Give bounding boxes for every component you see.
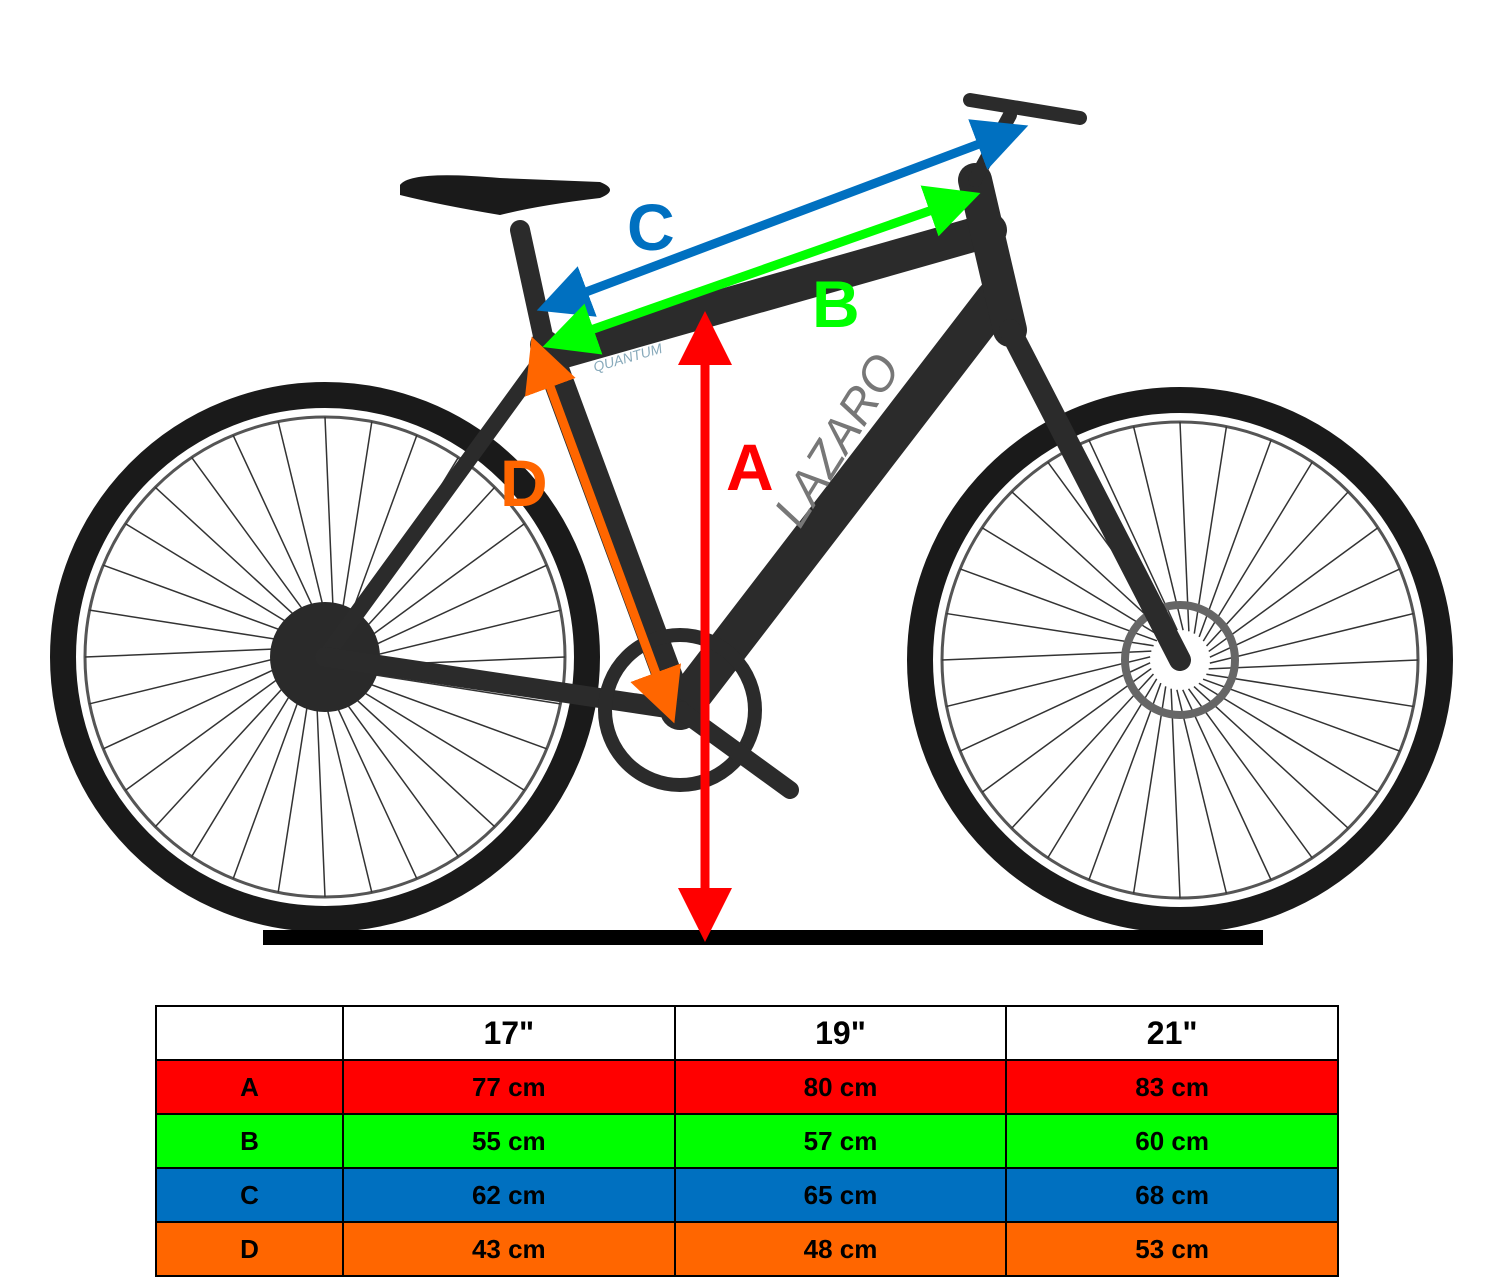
label-c: C: [627, 190, 675, 264]
label-a: A: [726, 430, 774, 504]
spoke: [1176, 689, 1228, 894]
spoke: [941, 650, 1152, 661]
spoke: [1179, 421, 1190, 632]
spoke: [959, 662, 1151, 752]
spoke: [84, 647, 297, 658]
saddle: [400, 175, 610, 215]
spoke: [191, 457, 318, 629]
spoke: [154, 486, 312, 632]
table-row: C 62 cm 65 cm 68 cm: [155, 1167, 1339, 1223]
spoke: [277, 683, 312, 893]
spoke: [324, 416, 335, 629]
header-cell: 17": [342, 1005, 676, 1061]
spoke: [338, 421, 373, 631]
cell: 80 cm: [673, 1059, 1008, 1115]
spoke: [946, 656, 1151, 708]
ground-line: [263, 930, 1263, 945]
table-row: A 77 cm 80 cm 83 cm: [155, 1059, 1339, 1115]
cell: 77 cm: [342, 1059, 676, 1115]
spoke: [350, 486, 496, 644]
spoke: [1202, 678, 1401, 752]
cell: 55 cm: [342, 1113, 676, 1169]
spoke: [959, 568, 1158, 642]
spoke: [89, 609, 299, 644]
spoke: [332, 685, 459, 857]
bike-geometry-diagram: LAZARO QUANTUM C B A D: [50, 93, 1453, 945]
header-cell: 19": [673, 1005, 1008, 1061]
spoke: [125, 664, 297, 791]
dimension-d-arrow: [525, 336, 681, 724]
spoke: [1206, 673, 1414, 708]
spoke: [102, 659, 296, 750]
header-cell: 21": [1005, 1005, 1339, 1061]
spoke: [1208, 527, 1379, 653]
cell: 68 cm: [1005, 1167, 1339, 1223]
spoke: [1132, 686, 1167, 894]
row-label: A: [155, 1059, 344, 1115]
spoke: [354, 564, 548, 655]
cell: 48 cm: [673, 1221, 1008, 1277]
spoke: [1011, 673, 1155, 829]
spoke: [1011, 491, 1167, 635]
spoke: [343, 679, 525, 791]
spoke: [1047, 678, 1158, 859]
spoke: [1205, 491, 1349, 647]
spoke: [347, 675, 547, 750]
cell: 62 cm: [342, 1167, 676, 1223]
spoke: [1209, 568, 1401, 658]
spoke: [981, 527, 1162, 638]
spoke: [981, 667, 1152, 793]
spoke: [125, 523, 307, 635]
cell: 57 cm: [673, 1113, 1008, 1169]
spoke: [1182, 689, 1272, 881]
spoke: [946, 612, 1154, 647]
size-table-header: 17" 19" 21": [155, 1005, 1339, 1061]
spoke: [232, 434, 323, 628]
spoke: [1209, 612, 1414, 664]
row-label: B: [155, 1113, 344, 1169]
spoke: [338, 682, 496, 828]
spoke: [353, 523, 525, 650]
spoke: [191, 675, 303, 857]
cell: 43 cm: [342, 1221, 676, 1277]
spoke: [1187, 688, 1313, 859]
cell: 60 cm: [1005, 1113, 1339, 1169]
cell: 53 cm: [1005, 1221, 1339, 1277]
row-label: C: [155, 1167, 344, 1223]
spoke: [1193, 426, 1228, 634]
row-label: D: [155, 1221, 344, 1277]
header-cell: [155, 1005, 344, 1061]
spoke: [277, 421, 329, 628]
spoke: [1088, 682, 1162, 881]
spoke: [321, 686, 373, 893]
spoke: [154, 670, 300, 828]
spoke: [327, 686, 418, 880]
table-row: B 55 cm 57 cm 60 cm: [155, 1113, 1339, 1169]
spoke: [103, 564, 303, 639]
size-table: 17" 19" 21" A 77 cm 80 cm 83 cm B 55 cm …: [155, 1005, 1339, 1277]
spoke: [315, 685, 326, 898]
cell: 65 cm: [673, 1167, 1008, 1223]
spoke: [354, 609, 561, 661]
spoke: [1132, 426, 1184, 631]
spoke: [1088, 439, 1178, 631]
label-b: B: [812, 267, 860, 341]
spoke: [1193, 685, 1349, 829]
spoke: [1198, 439, 1272, 638]
dimension-b-arrow: [542, 185, 981, 355]
spoke: [232, 679, 307, 879]
spoke: [89, 653, 296, 705]
spoke: [1208, 659, 1419, 670]
cell: 83 cm: [1005, 1059, 1339, 1115]
spoke: [1202, 461, 1313, 642]
label-d: D: [500, 446, 548, 520]
spoke: [1170, 688, 1181, 899]
table-row: D 43 cm 48 cm 53 cm: [155, 1221, 1339, 1277]
spoke: [1198, 682, 1379, 793]
